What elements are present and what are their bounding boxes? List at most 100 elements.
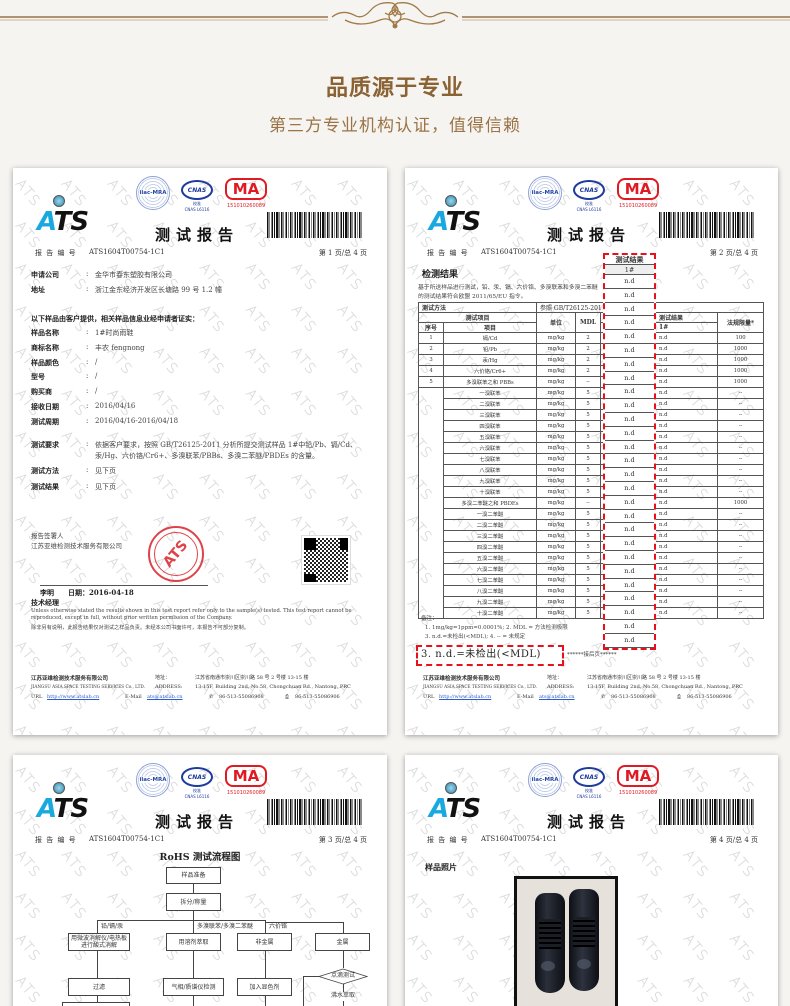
footer-tel: 86-513-55086908 xyxy=(219,694,264,700)
overlay-result-cell: n.d xyxy=(605,523,654,538)
table-cell: 六溴二苯醚 xyxy=(442,563,538,575)
sample-photo[interactable] xyxy=(514,876,618,1006)
overlay-result-cell: n.d xyxy=(605,372,654,386)
table-row: 七溴联苯 mg/kg 5 n.d -- xyxy=(418,453,765,465)
table-cell xyxy=(418,431,444,443)
overlay-result-cell: n.d xyxy=(605,579,654,593)
field-value: 2016/04/16 xyxy=(95,402,136,410)
flow-connector xyxy=(193,911,194,920)
table-cell: mg/kg xyxy=(536,508,577,520)
footer-company-cn: 江苏亚维检测技术服务有限公司 xyxy=(423,676,501,682)
table-row: 六溴二苯醚 mg/kg 5 n.d -- xyxy=(418,563,765,575)
table-cell: -- xyxy=(717,574,765,586)
table-cell: 5 xyxy=(575,552,602,564)
flow-step-c2: 加入显色剂 xyxy=(237,978,292,996)
cma-number: 151010260089 xyxy=(619,790,658,796)
ilac-mra-logo: ilac-MRA xyxy=(136,176,170,210)
table-cell: mg/kg xyxy=(536,563,577,575)
report-number-label: 报 告 编 号 xyxy=(35,836,77,844)
table-cell: mg/kg xyxy=(536,475,577,487)
flow-connector xyxy=(343,922,344,933)
table-cell: 5 xyxy=(575,530,602,542)
flow-step-d3: 沸水萃取 xyxy=(331,992,356,999)
table-cell: 七溴联苯 xyxy=(442,453,538,465)
ats-logo-a: A xyxy=(37,207,55,237)
table-cell: 2 xyxy=(575,365,602,377)
table-cell: -- xyxy=(717,431,765,443)
ats-logo-ts: TS xyxy=(445,794,481,824)
table-cell: mg/kg xyxy=(536,541,577,553)
overlay-result-cell: n.d xyxy=(605,289,654,303)
table-row: 二溴二苯醚 mg/kg 5 n.d -- xyxy=(418,519,765,531)
report-page-3: ilac-MRA CNAS 校准 CNAS L6116 MA 1510102600… xyxy=(13,755,387,1006)
table-cell: 5 xyxy=(575,387,602,399)
barcode xyxy=(659,799,755,825)
overlay-result-cell: n.d xyxy=(605,565,654,579)
table-cell: mg/kg xyxy=(536,365,577,377)
flow-connector xyxy=(193,920,194,933)
table-cell xyxy=(418,519,444,531)
cnas-sub: 校准 CNAS L6116 xyxy=(184,788,210,799)
footer-addr-cn: 江苏省南通市崇川区崇川路 58 号 2 号楼 13-15 楼 xyxy=(195,675,309,681)
overlay-result-cell: n.d xyxy=(605,634,654,648)
table-cell: 5 xyxy=(575,442,602,454)
overlay-result-cell: n.d xyxy=(605,316,654,331)
field-label: 型号 xyxy=(31,372,45,382)
table-cell: 5 xyxy=(418,376,444,388)
qr-code[interactable] xyxy=(301,535,351,585)
table-cell: -- xyxy=(575,497,602,509)
signer-label: 报告签署人 xyxy=(31,532,64,540)
report-number: ATS1604T00754-1C1 xyxy=(481,248,557,256)
table-row: 十溴联苯 mg/kg 5 n.d -- xyxy=(418,486,765,498)
flow-connector xyxy=(343,984,344,992)
footer-fax: 86-513-55086906 xyxy=(687,694,732,700)
table-cell: 1000 xyxy=(717,365,765,377)
table-row: 三溴联苯 mg/kg 5 n.d -- xyxy=(418,409,765,421)
table-cell: mg/kg xyxy=(536,398,577,410)
table-cell: -- xyxy=(717,563,765,575)
table-cell: 镉/Cd xyxy=(442,332,538,344)
overlay-result-cell: n.d xyxy=(605,510,654,524)
table-cell: -- xyxy=(717,486,765,498)
ats-logo-a: A xyxy=(429,794,447,824)
footer-url-link[interactable]: http://www.atslab.cn xyxy=(47,694,100,700)
footer-url-link[interactable]: http://www.atslab.cn xyxy=(439,694,492,700)
fax-icon: ⎙ xyxy=(677,694,682,700)
page-indicator: 第 2 页/总 4 页 xyxy=(709,249,758,257)
report-number-label: 报 告 编 号 xyxy=(427,836,469,844)
ats-logo-ts: TS xyxy=(53,794,89,824)
table-cell: 5 xyxy=(575,508,602,520)
flow-connector xyxy=(193,996,194,1006)
table-cell: 二溴联苯 xyxy=(442,398,538,410)
company-seal: ATS xyxy=(148,526,204,582)
table-row: 八溴联苯 mg/kg 5 n.d -- xyxy=(418,464,765,476)
flow-connector xyxy=(193,951,194,978)
footer-email-link[interactable]: ats@atslab.cn xyxy=(147,694,183,700)
table-cell: 5 xyxy=(575,398,602,410)
flow-branch-b: 多溴联苯/多溴二苯醚 xyxy=(197,923,254,930)
table-cell: -- xyxy=(717,398,765,410)
overlay-result-cell: n.d xyxy=(605,620,654,634)
table-cell: -- xyxy=(717,519,765,531)
cma-number: 151010260089 xyxy=(227,790,266,796)
phone-icon: ✆ xyxy=(601,694,606,700)
barcode xyxy=(267,212,363,238)
table-cell xyxy=(418,563,444,575)
col-mdl: MDL xyxy=(575,312,602,333)
ats-logo: ATS xyxy=(37,794,89,824)
report-page-1: ilac-MRA CNAS 校准 CNAS L6116 MA 1510102600… xyxy=(13,168,387,735)
notes-label: 备注： xyxy=(421,616,438,622)
overlay-result-cell: n.d xyxy=(605,275,654,289)
table-cell xyxy=(418,475,444,487)
ilac-mra-logo: ilac-MRA xyxy=(136,763,170,797)
boot-shine xyxy=(541,961,555,971)
table-cell: 八溴联苯 xyxy=(442,464,538,476)
flow-step-b2: 气相/质谱仪检测 xyxy=(163,978,224,996)
table-cell: -- xyxy=(575,376,602,388)
footer-email-link[interactable]: ats@atslab.cn xyxy=(539,694,575,700)
flow-connector xyxy=(303,976,319,977)
phone-icon: ✆ xyxy=(209,694,214,700)
table-cell: -- xyxy=(717,409,765,421)
table-cell: 1000 xyxy=(717,497,765,509)
table-cell: 汞/Hg xyxy=(442,354,538,366)
